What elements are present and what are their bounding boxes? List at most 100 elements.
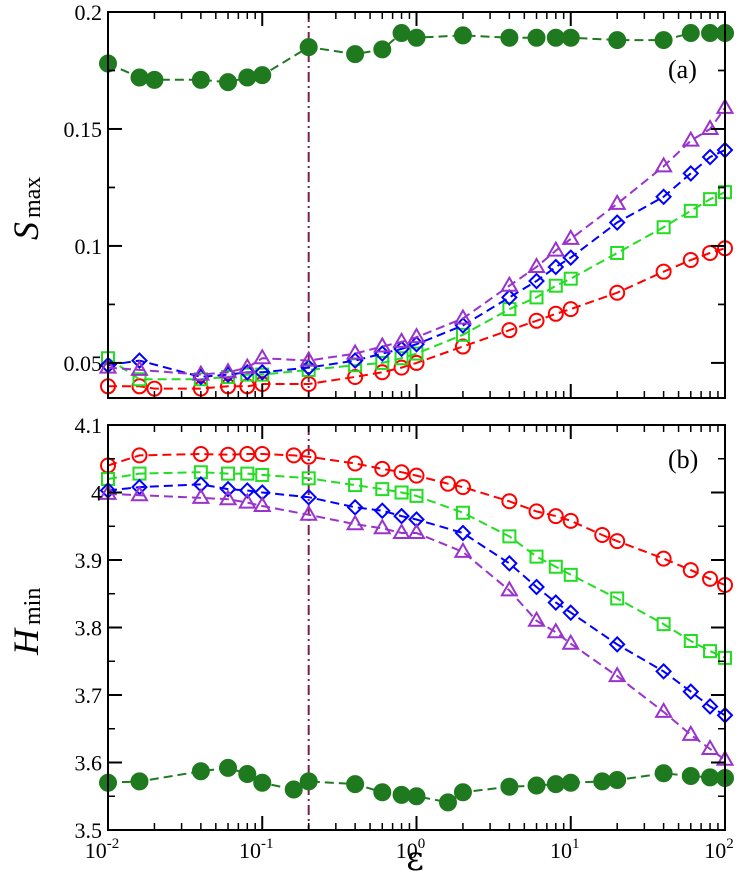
data-point [501, 493, 518, 510]
data-point [219, 73, 238, 92]
series-diamonds [99, 475, 734, 724]
data-point [253, 773, 272, 792]
data-point [131, 478, 148, 496]
data-point [561, 633, 580, 650]
data-point [373, 518, 392, 535]
ytick-label: 3.6 [75, 751, 103, 776]
data-point [500, 288, 518, 306]
data-point [348, 478, 363, 493]
data-point [527, 776, 546, 795]
data-point [191, 364, 211, 381]
ytick-label: 0.05 [64, 351, 103, 376]
data-point [238, 482, 256, 499]
series-line-squares [107, 471, 726, 659]
data-point [563, 271, 578, 286]
series-line-diamonds [107, 483, 726, 717]
data-point [453, 541, 473, 558]
xtick-label: 101 [550, 836, 580, 863]
data-point [218, 489, 238, 506]
data-point [132, 372, 147, 387]
data-point [610, 245, 625, 260]
data-point [608, 214, 626, 231]
data-point [500, 580, 519, 597]
data-point [700, 738, 720, 755]
data-point [608, 31, 627, 50]
data-point [453, 26, 472, 45]
data-point [683, 634, 698, 648]
data-point [409, 346, 424, 361]
series-triangles [98, 483, 735, 766]
data-point [654, 156, 673, 173]
data-point [392, 24, 411, 43]
data-point [546, 775, 565, 794]
data-point [528, 578, 545, 596]
data-point [607, 193, 627, 210]
ytick-label: 3.5 [75, 818, 103, 843]
panel-a: 0.05 0.1 0.15 0.2 (a) Smax [6, 0, 735, 399]
series-circles [100, 240, 733, 397]
data-point [238, 492, 257, 509]
data-point [655, 263, 672, 280]
data-point [439, 475, 456, 492]
ytick-label: 0.1 [75, 234, 103, 259]
data-point [656, 220, 671, 235]
data-point [701, 698, 719, 715]
data-point [562, 512, 579, 529]
data-point [654, 764, 673, 783]
data-point [219, 758, 238, 777]
data-point [299, 350, 318, 367]
data-point [130, 772, 149, 791]
data-point [191, 70, 210, 89]
data-point [593, 772, 612, 791]
data-point [238, 764, 257, 783]
data-point [500, 554, 518, 572]
ytick-label: 3.7 [75, 683, 103, 708]
data-point [546, 28, 565, 47]
data-point [527, 256, 546, 273]
data-point [607, 666, 627, 683]
data-point [373, 783, 392, 802]
ytick-label: 0.2 [75, 0, 103, 25]
data-point [528, 272, 545, 290]
series-line-triangles [107, 107, 726, 376]
data-point [347, 455, 364, 472]
data-point [454, 524, 472, 542]
data-point [655, 188, 673, 206]
data-point [500, 275, 519, 292]
xtick-label: 100 [396, 836, 426, 863]
data-point [253, 495, 272, 512]
data-point [702, 244, 719, 261]
data-point [682, 165, 700, 182]
data-point [701, 148, 719, 166]
panel-a-frame [107, 11, 726, 399]
data-point [299, 38, 318, 57]
data-point [546, 622, 566, 639]
data-point [284, 780, 303, 799]
data-point [408, 354, 425, 371]
data-point [394, 351, 409, 366]
series-line-circles [108, 247, 726, 390]
data-point [563, 567, 578, 582]
data-point [655, 662, 673, 680]
series-line-filled-circles [107, 31, 725, 84]
panel-b-label: (b) [668, 445, 698, 474]
data-point [703, 192, 718, 207]
data-point [253, 363, 271, 381]
xtick-label: 102 [704, 836, 734, 863]
data-point [454, 479, 471, 496]
data-point [220, 446, 237, 463]
data-point [407, 787, 426, 806]
data-point [345, 514, 365, 531]
data-point [438, 793, 457, 812]
data-point [547, 258, 565, 276]
xtick-label: 10-2 [85, 836, 120, 863]
data-point [255, 467, 270, 482]
data-point [131, 352, 148, 369]
data-point [548, 278, 563, 293]
ytick-label: 4.1 [75, 413, 103, 438]
data-point [655, 550, 672, 567]
data-point [547, 305, 564, 322]
data-point [528, 503, 545, 520]
data-point [703, 644, 718, 659]
